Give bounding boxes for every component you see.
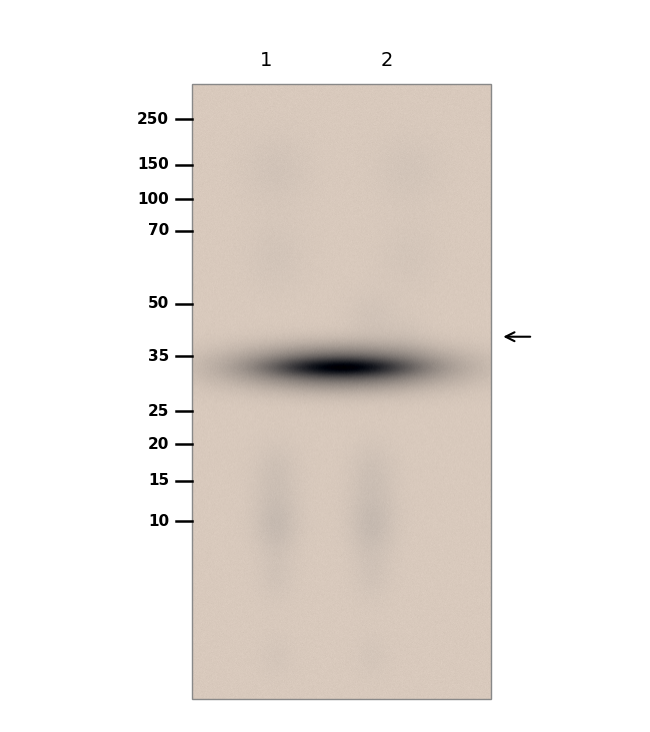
Text: 20: 20 bbox=[148, 437, 169, 452]
Bar bbox=[192, 84, 491, 699]
Text: 70: 70 bbox=[148, 223, 169, 238]
Text: 2: 2 bbox=[380, 51, 393, 70]
Text: 1: 1 bbox=[260, 51, 273, 70]
Text: 35: 35 bbox=[148, 349, 169, 364]
Text: 150: 150 bbox=[137, 157, 169, 172]
Text: 15: 15 bbox=[148, 474, 169, 488]
Text: 25: 25 bbox=[148, 404, 169, 419]
Text: 250: 250 bbox=[137, 112, 169, 127]
Text: 100: 100 bbox=[137, 192, 169, 206]
Text: 10: 10 bbox=[148, 514, 169, 529]
Text: 50: 50 bbox=[148, 296, 169, 311]
